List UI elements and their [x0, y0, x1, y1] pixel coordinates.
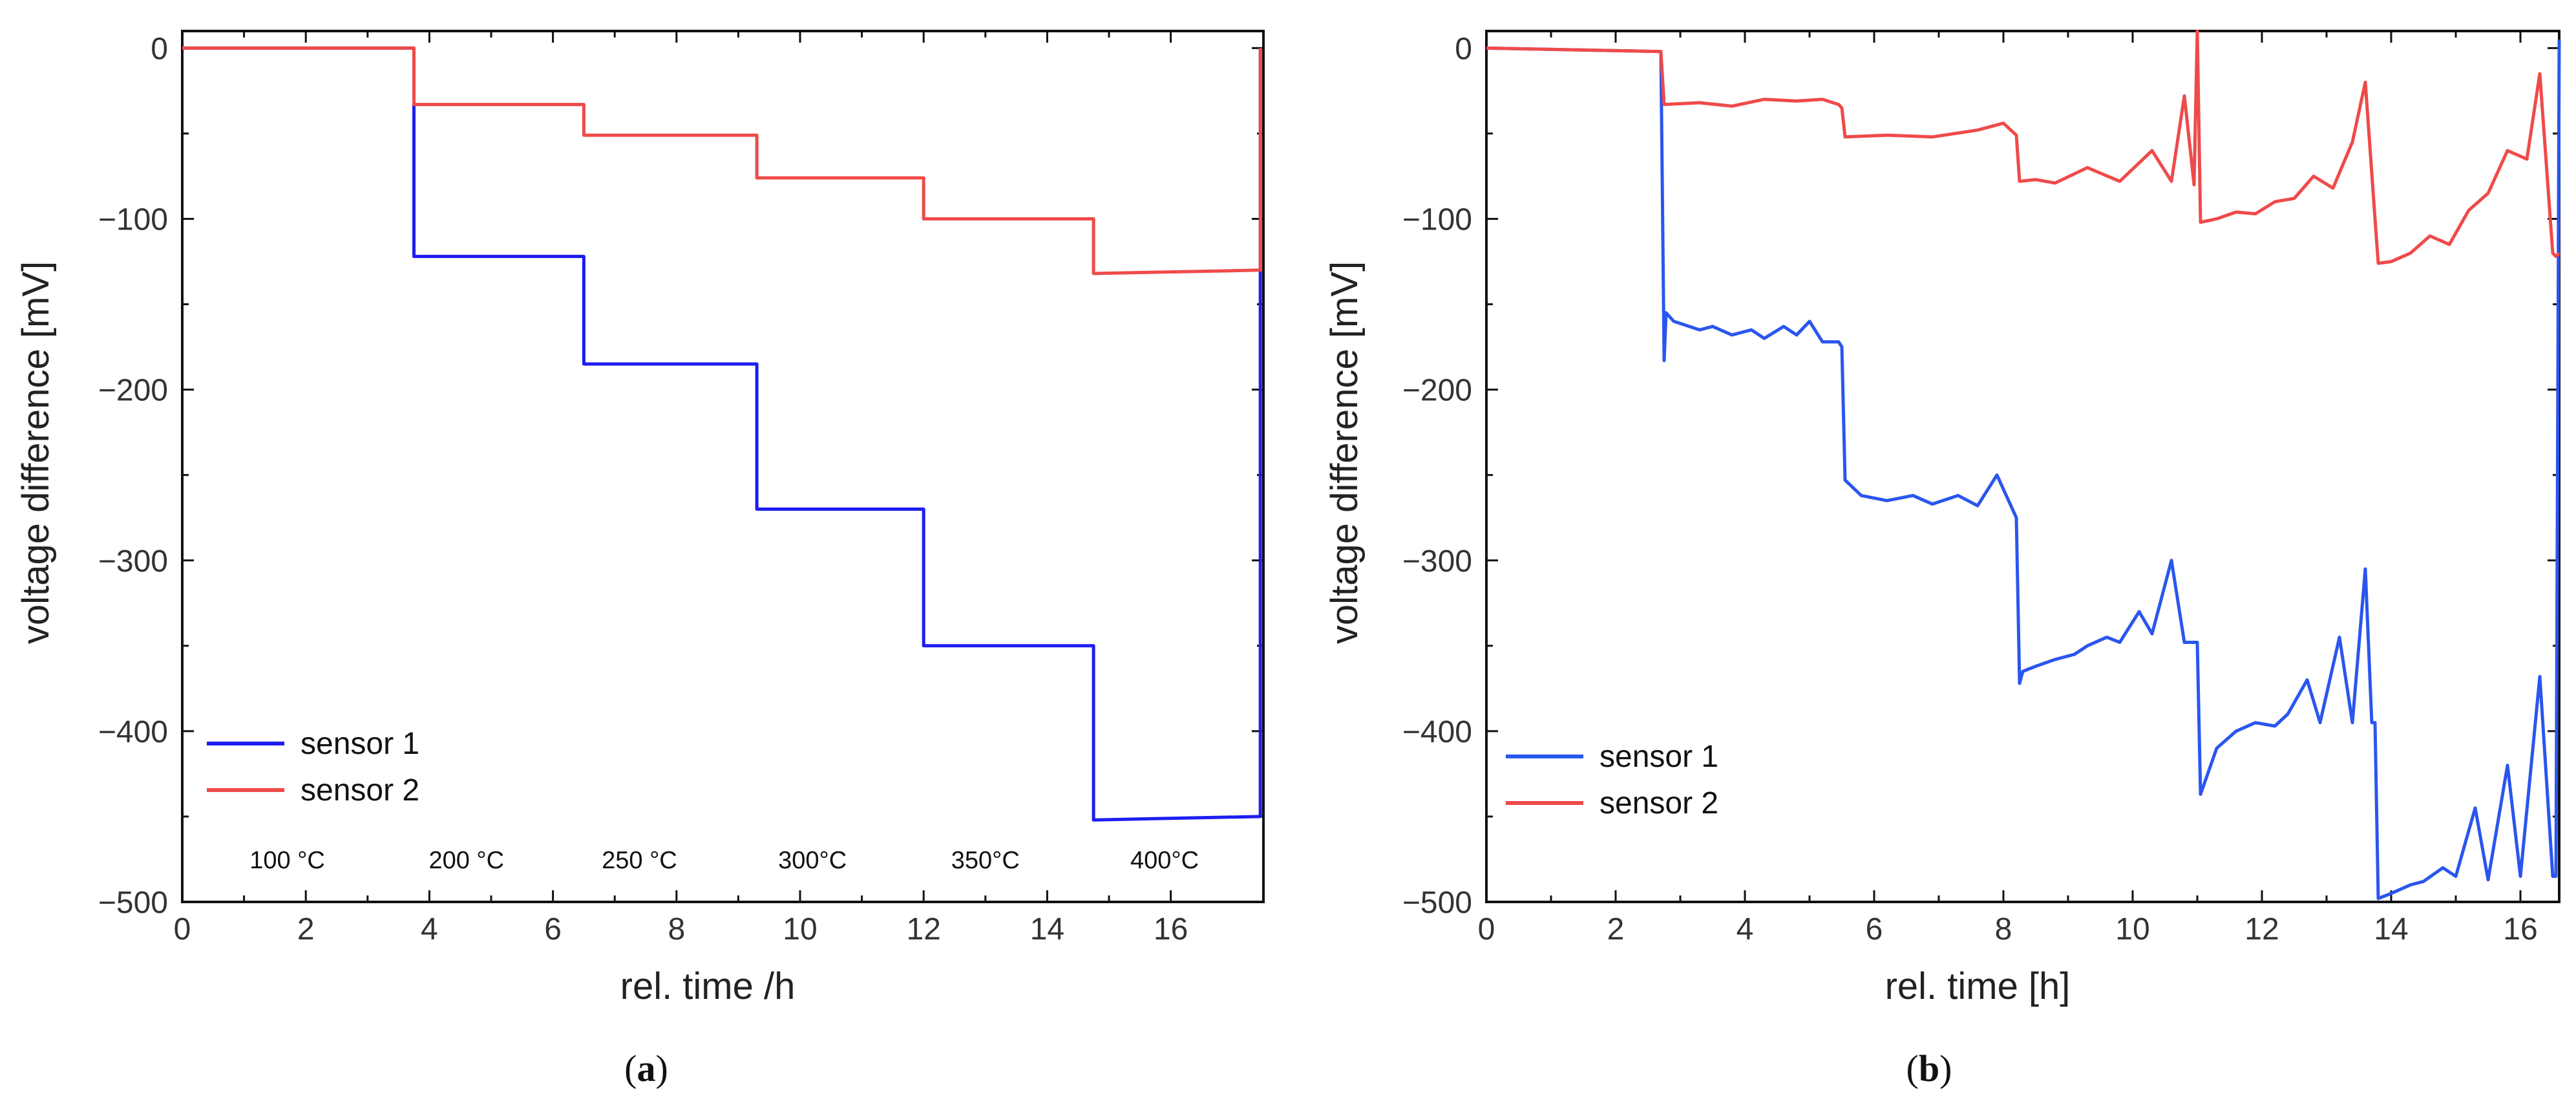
panel-b-xtick-label: 14	[2374, 912, 2408, 947]
panel-b-ylabel: voltage difference [mV]	[1324, 261, 1366, 644]
panel-a-xtick-label: 4	[421, 912, 438, 947]
panel-b-ytick-label: −400	[1402, 715, 1472, 749]
panel-a-caption: (a)	[624, 1047, 668, 1089]
panel-b-caption: (b)	[1906, 1047, 1952, 1089]
panel-a-temp-label: 200 °C	[428, 847, 504, 874]
panel-a-plot-frame	[181, 30, 1265, 903]
panel-b-xtick-label: 8	[1995, 912, 2012, 947]
panel-a-ytick-label: −200	[98, 374, 168, 408]
panel-b-series	[1486, 29, 2561, 901]
panel-a-series	[182, 46, 1262, 822]
panel-a-axes: 0 2 4 6 8 10 12 14 16 0 −100 −200 −300 −400 −500	[98, 30, 1265, 947]
panel-b: voltage difference [mV] rel. time [h] 0 2…	[1324, 29, 2561, 1089]
panel-b-legend-label-sensor-1: sensor 1	[1599, 740, 1718, 774]
panel-a: voltage difference [mV] rel. time /h 0 2 4…	[15, 30, 1265, 1089]
panel-a-temp-label: 100 °C	[249, 847, 325, 874]
panel-b-series-sensor-1	[1486, 39, 2561, 901]
panel-a-legend: sensor 1 sensor 2	[207, 727, 419, 808]
panel-b-xtick-label: 2	[1607, 912, 1625, 947]
panel-a-ytick-label: −300	[98, 544, 168, 579]
panel-b-legend-label-sensor-2: sensor 2	[1599, 786, 1718, 820]
panel-a-series-sensor-2	[182, 46, 1262, 275]
panel-a-temp-label: 350°C	[951, 847, 1020, 874]
panel-b-ytick-label: −200	[1402, 374, 1472, 408]
panel-b-xtick-label: 6	[1866, 912, 1883, 947]
panel-a-xtick-label: 0	[174, 912, 191, 947]
panel-a-ytick-label: −100	[98, 203, 168, 237]
panel-a-ylabel: voltage difference [mV]	[15, 261, 57, 644]
panel-b-ytick-label: −500	[1402, 886, 1472, 920]
panel-a-temp-label: 400°C	[1130, 847, 1199, 874]
panel-b-ytick-label: −300	[1402, 544, 1472, 579]
panel-b-legend: sensor 1 sensor 2	[1506, 740, 1718, 820]
panel-a-xtick-label: 6	[544, 912, 562, 947]
panel-b-plot-frame	[1485, 30, 2560, 903]
panel-a-legend-label-sensor-2: sensor 2	[301, 773, 419, 808]
panel-a-xtick-label: 14	[1030, 912, 1064, 947]
panel-a-xtick-label: 8	[668, 912, 685, 947]
panel-a-temp-label: 250 °C	[602, 847, 677, 874]
panel-b-ytick-label: 0	[1455, 32, 1472, 66]
panel-a-xtick-label: 12	[907, 912, 941, 947]
panel-b-xtick-label: 4	[1737, 912, 1754, 947]
panel-a-ytick-label: 0	[151, 32, 168, 66]
panel-b-xlabel: rel. time [h]	[1885, 965, 2071, 1007]
panel-a-ytick-label: −500	[98, 886, 168, 920]
panel-a-legend-label-sensor-1: sensor 1	[301, 727, 419, 761]
panel-a-xlabel: rel. time /h	[620, 965, 796, 1007]
panel-b-xtick-label: 10	[2115, 912, 2149, 947]
panel-b-ytick-label: −100	[1402, 203, 1472, 237]
panel-a-series-sensor-1	[182, 46, 1262, 822]
panel-b-axes: 0 2 4 6 8 10 12 14 16 0 −100 −200 −300 −400 −500	[1402, 30, 2560, 947]
panel-a-ytick-label: −400	[98, 715, 168, 749]
panel-a-xtick-label: 10	[783, 912, 817, 947]
panel-b-xtick-label: 12	[2244, 912, 2279, 947]
panel-a-temp-label: 300°C	[778, 847, 847, 874]
panel-b-xtick-label: 16	[2503, 912, 2537, 947]
panel-a-xtick-label: 2	[297, 912, 315, 947]
panel-a-annotations: 100 °C 200 °C 250 °C 300°C 350°C 400°C	[249, 847, 1199, 874]
panel-a-xtick-label: 16	[1154, 912, 1188, 947]
panel-b-series-sensor-2	[1486, 29, 2560, 265]
panel-b-xtick-label: 0	[1478, 912, 1495, 947]
